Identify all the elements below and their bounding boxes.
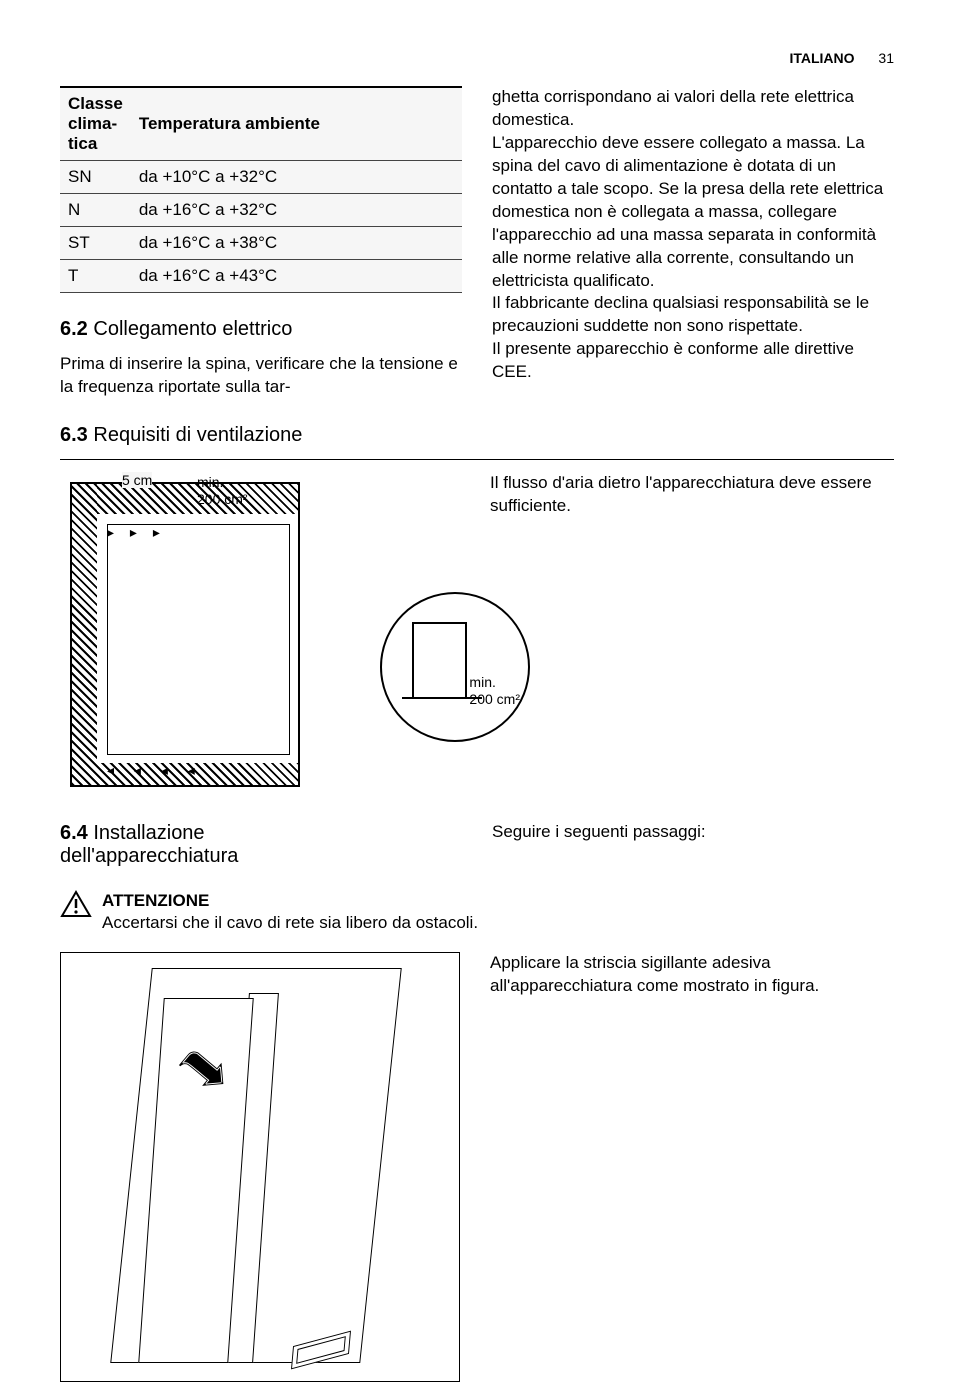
min-label: min. (197, 474, 223, 490)
col1-l1: Classe (68, 94, 123, 113)
section-title-l2: dell'apparecchiatura (60, 845, 238, 867)
min-label: min. (469, 674, 495, 690)
cell: da +16°C a +38°C (131, 227, 462, 260)
table-row: ST da +16°C a +38°C (60, 227, 462, 260)
ventilation-text: Il flusso d'aria dietro l'apparecchiatur… (490, 472, 894, 802)
cell: da +16°C a +32°C (131, 194, 462, 227)
warning-block: ATTENZIONE Accertarsi che il cavo di ret… (60, 890, 894, 934)
area-label: 200 cm² (197, 491, 248, 507)
fridge-outline: 5 cm min. 200 cm² ▸ ▸ ▸ ◂ ◂ ◂ ◂ (70, 482, 300, 787)
hatch-left (72, 484, 97, 785)
climate-col2-header: Temperatura ambiente (131, 87, 462, 161)
seguire-text: Seguire i seguenti passaggi: (492, 822, 894, 880)
ventilation-row: 5 cm min. 200 cm² ▸ ▸ ▸ ◂ ◂ ◂ ◂ min. 200… (60, 472, 894, 802)
min-area-top: min. 200 cm² (197, 474, 248, 508)
section-title: Requisiti di ventilazione (93, 424, 302, 446)
detail-circle: min. 200 cm² (380, 592, 530, 742)
section-number: 6.3 (60, 424, 88, 446)
section-title-l1: Installazione (93, 822, 204, 844)
airflow-arrows-bottom: ◂ ◂ ◂ ◂ (107, 762, 203, 779)
warning-icon (60, 890, 92, 918)
section-6-4-heading: 6.4 Installazione dell'apparecchiatura (60, 822, 462, 868)
divider (60, 459, 894, 460)
right-column: ghetta corrispondano ai valori della ret… (492, 86, 894, 399)
ventilation-diagram: 5 cm min. 200 cm² ▸ ▸ ▸ ◂ ◂ ◂ ◂ min. 200… (60, 472, 460, 802)
install-diagram: ➦ (60, 952, 460, 1382)
airflow-arrows-top: ▸ ▸ ▸ (107, 524, 166, 541)
page-number: 31 (878, 50, 894, 66)
section-6-2-right-text: ghetta corrispondano ai valori della ret… (492, 86, 894, 384)
install-row: ➦ Applicare la striscia sigillante adesi… (60, 952, 894, 1382)
circle-label: min. 200 cm² (469, 674, 520, 708)
circle-box (412, 622, 467, 697)
table-row: N da +16°C a +32°C (60, 194, 462, 227)
hatch-top (72, 484, 298, 514)
cell: N (60, 194, 131, 227)
inner-box (107, 524, 290, 755)
col1-l3: tica (68, 134, 97, 153)
section-number: 6.2 (60, 318, 88, 340)
warning-title: ATTENZIONE (102, 891, 209, 910)
cell: SN (60, 161, 131, 194)
section-6-4-header-row: 6.4 Installazione dell'apparecchiatura S… (60, 822, 894, 880)
table-row: T da +16°C a +43°C (60, 260, 462, 293)
section-title: Collegamento elettrico (93, 318, 292, 340)
install-text: Applicare la striscia sigillante adesiva… (490, 952, 894, 1382)
warning-body: Accertarsi che il cavo di rete sia liber… (102, 913, 478, 932)
language-label: ITALIANO (789, 50, 854, 66)
five-cm-label: 5 cm (122, 472, 152, 488)
cell: da +16°C a +43°C (131, 260, 462, 293)
area-label: 200 cm² (469, 691, 520, 707)
warning-text: ATTENZIONE Accertarsi che il cavo di ret… (102, 890, 478, 934)
cell: ST (60, 227, 131, 260)
section-6-3-heading: 6.3 Requisiti di ventilazione (60, 424, 894, 447)
climate-col1-header: Classe clima- tica (60, 87, 131, 161)
left-column: Classe clima- tica Temperatura ambiente … (60, 86, 462, 399)
cell: da +10°C a +32°C (131, 161, 462, 194)
section-number: 6.4 (60, 822, 88, 844)
top-two-columns: Classe clima- tica Temperatura ambiente … (60, 86, 894, 399)
page-header: ITALIANO 31 (60, 50, 894, 66)
table-row: SN da +10°C a +32°C (60, 161, 462, 194)
climate-table: Classe clima- tica Temperatura ambiente … (60, 86, 462, 293)
left-col-6-4: 6.4 Installazione dell'apparecchiatura (60, 822, 462, 880)
cell: T (60, 260, 131, 293)
section-6-2-left-text: Prima di inserire la spina, verificare c… (60, 353, 462, 399)
section-6-2-heading: 6.2 Collegamento elettrico (60, 318, 462, 341)
col1-l2: clima- (68, 114, 117, 133)
